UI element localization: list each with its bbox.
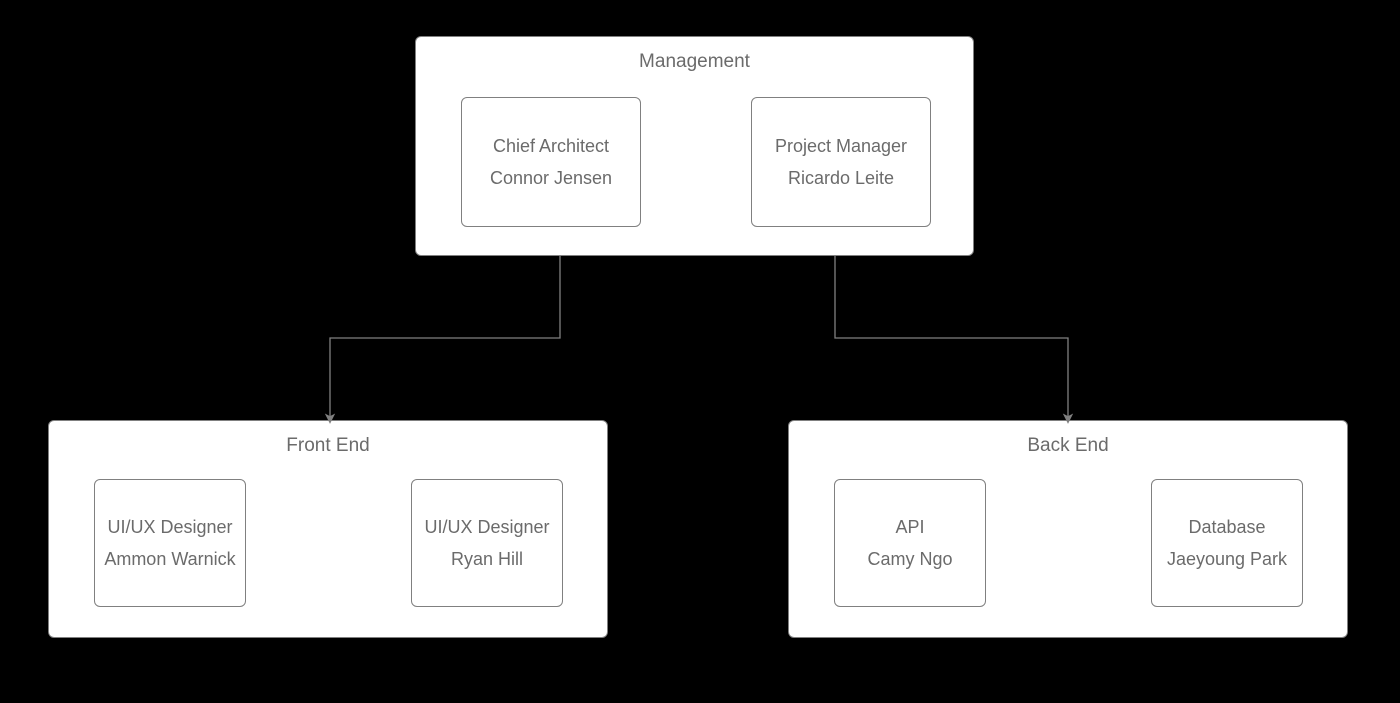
role-uiux-designer-2-name: Ryan Hill <box>451 548 523 571</box>
role-chief-architect-name: Connor Jensen <box>490 167 612 190</box>
role-project-manager: Project Manager Ricardo Leite <box>751 97 931 227</box>
group-back-end: Back End API Camy Ngo Database Jaeyoung … <box>788 420 1348 638</box>
role-project-manager-title: Project Manager <box>775 135 907 158</box>
role-chief-architect-title: Chief Architect <box>493 135 609 158</box>
group-back-end-title: Back End <box>789 435 1347 457</box>
role-api: API Camy Ngo <box>834 479 986 607</box>
group-front-end: Front End UI/UX Designer Ammon Warnick U… <box>48 420 608 638</box>
edge-management-to-back-end <box>835 256 1068 420</box>
role-api-name: Camy Ngo <box>867 548 952 571</box>
role-uiux-designer-2: UI/UX Designer Ryan Hill <box>411 479 563 607</box>
role-uiux-designer-2-title: UI/UX Designer <box>424 516 549 539</box>
role-database-name: Jaeyoung Park <box>1167 548 1287 571</box>
org-chart-canvas: Management Chief Architect Connor Jensen… <box>0 0 1400 703</box>
role-database-title: Database <box>1188 516 1265 539</box>
role-project-manager-name: Ricardo Leite <box>788 167 894 190</box>
group-management: Management Chief Architect Connor Jensen… <box>415 36 974 256</box>
role-chief-architect: Chief Architect Connor Jensen <box>461 97 641 227</box>
role-api-title: API <box>895 516 924 539</box>
group-front-end-title: Front End <box>49 435 607 457</box>
role-uiux-designer-1-title: UI/UX Designer <box>107 516 232 539</box>
role-uiux-designer-1-name: Ammon Warnick <box>104 548 235 571</box>
group-management-title: Management <box>416 51 973 73</box>
edge-management-to-front-end <box>330 256 560 420</box>
role-uiux-designer-1: UI/UX Designer Ammon Warnick <box>94 479 246 607</box>
role-database: Database Jaeyoung Park <box>1151 479 1303 607</box>
